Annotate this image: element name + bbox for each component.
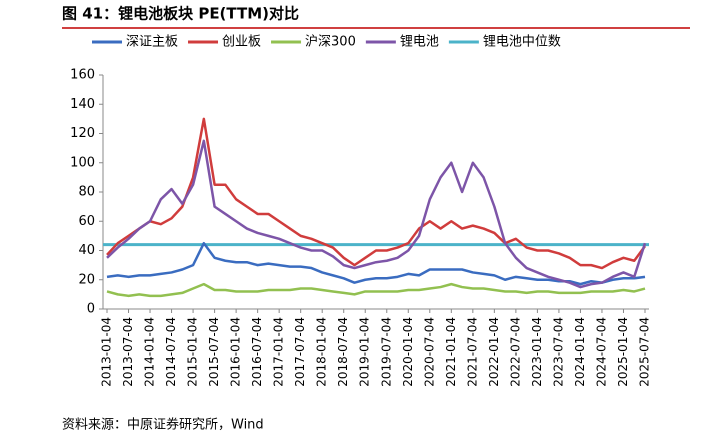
chart-title: 图 41：锂电池板块 PE(TTM)对比 [62,5,299,23]
x-tick-label: 2023-07-04 [551,317,565,387]
y-tick-label: 80 [78,185,95,200]
x-tick-label: 2014-07-04 [164,317,178,387]
y-tick-label: 20 [78,272,95,287]
y-tick-label: 0 [87,302,95,317]
x-tick-label: 2025-01-04 [616,317,630,387]
x-tick-label: 2020-07-04 [422,317,436,387]
x-tick-label: 2017-07-04 [293,317,307,387]
x-tick-label: 2019-07-04 [379,317,393,387]
x-tick-label: 2018-01-04 [315,317,329,387]
legend-label: 沪深300 [305,34,356,50]
source: 资料来源：中原证券研究所，Wind [62,417,264,433]
legend-label: 锂电池中位数 [483,35,561,50]
series-line [106,117,647,270]
y-tick-label: 160 [70,68,95,83]
series-line [106,241,646,286]
x-tick-label: 2013-07-04 [121,317,135,387]
x-tick-label: 2013-01-04 [100,317,114,387]
legend-label: 创业板 [222,35,261,50]
y-tick-label: 40 [78,243,95,258]
x-tick-label: 2022-07-04 [508,317,522,387]
x-tick-label: 2023-01-04 [530,317,544,387]
x-tick-label: 2016-07-04 [250,317,264,387]
x-tick-label: 2024-01-04 [573,317,587,387]
x-tick-label: 2019-01-04 [358,317,372,387]
legend-label: 深证主板 [126,35,178,50]
x-tick-label: 2020-01-04 [401,317,415,387]
series-line [106,139,647,289]
x-tick-label: 2015-01-04 [186,317,200,387]
x-tick-label: 2018-07-04 [336,317,350,387]
series-line [106,282,646,298]
x-tick-label: 2021-07-04 [465,317,479,387]
y-tick-label: 120 [70,126,95,141]
x-tick-label: 2017-01-04 [272,317,286,387]
x-tick-label: 2024-07-04 [594,317,608,387]
y-tick-label: 140 [70,97,95,112]
x-tick-label: 2022-01-04 [487,317,501,387]
x-tick-label: 2014-01-04 [143,317,157,387]
y-tick-label: 100 [70,155,95,170]
x-tick-label: 2025-07-04 [638,317,652,387]
legend-label: 锂电池 [400,35,439,50]
x-tick-label: 2015-07-04 [207,317,221,387]
y-tick-label: 60 [78,214,95,229]
x-tick-label: 2021-01-04 [444,317,458,387]
x-tick-label: 2016-01-04 [229,317,243,387]
